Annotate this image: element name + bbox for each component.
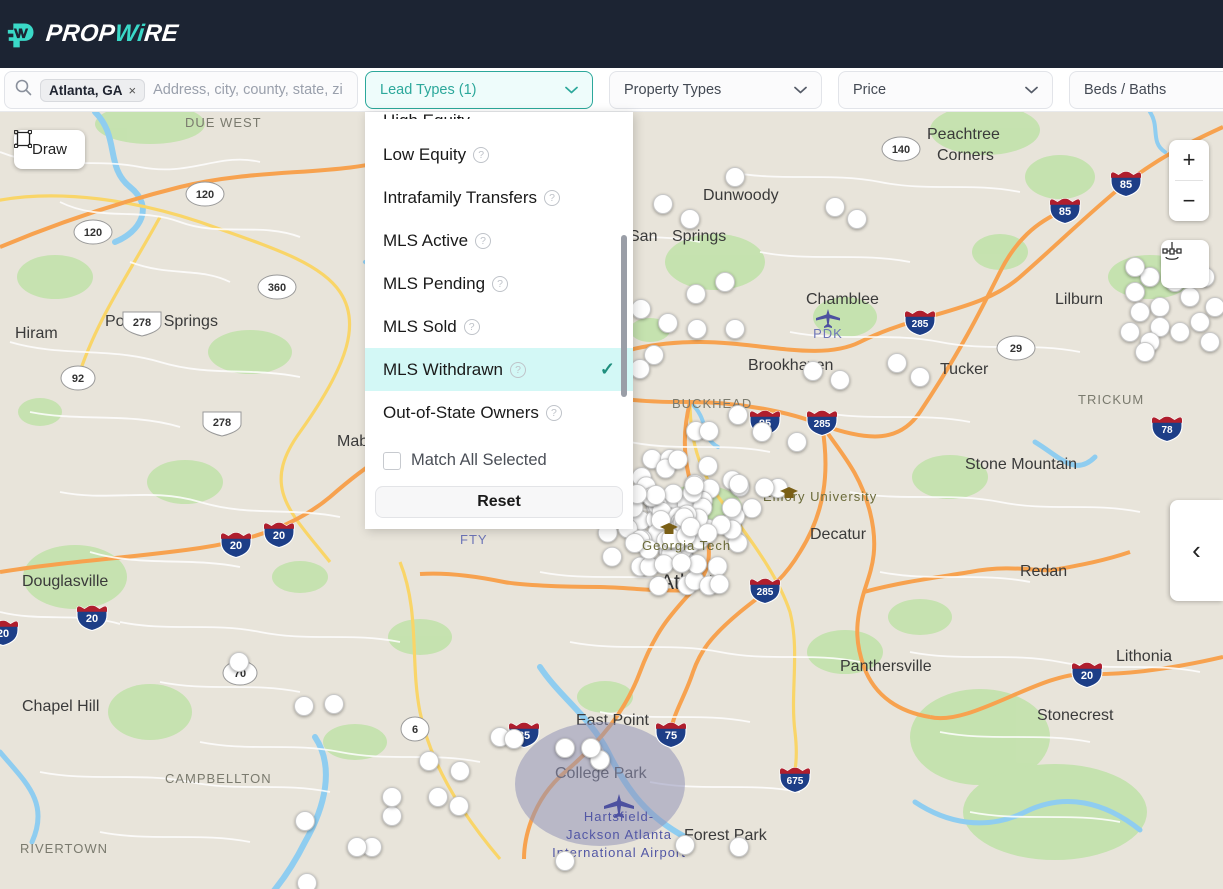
svg-text:Stone Mountain: Stone Mountain (965, 456, 1077, 473)
svg-text:FTY: FTY (460, 532, 488, 547)
svg-text:360: 360 (268, 282, 286, 294)
svg-text:Peachtree: Peachtree (927, 126, 1000, 143)
svg-text:PDK: PDK (813, 326, 843, 341)
svg-text:92: 92 (72, 373, 84, 385)
svg-text:Corners: Corners (937, 147, 994, 164)
svg-text:75: 75 (665, 730, 677, 742)
svg-text:85: 85 (1059, 206, 1071, 218)
svg-text:120: 120 (196, 189, 214, 201)
svg-text:TRICKUM: TRICKUM (1078, 392, 1144, 407)
svg-text:San: San (629, 228, 657, 245)
svg-text:Mab: Mab (337, 433, 368, 450)
svg-text:Chamblee: Chamblee (806, 291, 879, 308)
svg-text:Hiram: Hiram (15, 325, 58, 342)
svg-text:Jackson Atlanta: Jackson Atlanta (566, 827, 672, 842)
svg-text:Springs: Springs (672, 228, 726, 245)
svg-text:20: 20 (0, 628, 9, 640)
svg-text:CAMPBELLTON: CAMPBELLTON (165, 771, 272, 786)
svg-text:Dunwoody: Dunwoody (703, 187, 779, 204)
svg-text:Tucker: Tucker (940, 361, 989, 378)
svg-text:278: 278 (213, 417, 231, 429)
svg-text:20: 20 (86, 613, 98, 625)
svg-text:Forest Park: Forest Park (684, 827, 768, 844)
svg-text:Lithonia: Lithonia (1116, 648, 1172, 665)
svg-text:6: 6 (412, 724, 418, 736)
svg-text:85: 85 (1120, 179, 1132, 191)
svg-text:Georgia Tech: Georgia Tech (642, 538, 731, 553)
svg-text:20: 20 (273, 530, 285, 542)
svg-text:29: 29 (1010, 343, 1022, 355)
svg-text:Chapel Hill: Chapel Hill (22, 698, 99, 715)
svg-text:278: 278 (133, 317, 151, 329)
svg-text:285: 285 (757, 587, 774, 598)
svg-text:RIVERTOWN: RIVERTOWN (20, 841, 108, 856)
svg-text:DUE WEST: DUE WEST (185, 115, 262, 130)
svg-text:675: 675 (787, 776, 804, 787)
svg-text:Hartsfield-: Hartsfield- (584, 809, 654, 824)
svg-text:20: 20 (1081, 670, 1093, 682)
svg-text:78: 78 (1161, 425, 1173, 436)
svg-text:Stonecrest: Stonecrest (1037, 707, 1114, 724)
svg-text:Decatur: Decatur (810, 526, 867, 543)
svg-text:Lilburn: Lilburn (1055, 291, 1103, 308)
svg-text:140: 140 (892, 144, 910, 156)
svg-text:20: 20 (230, 540, 242, 552)
svg-text:120: 120 (84, 227, 102, 239)
svg-text:Douglasville: Douglasville (22, 573, 108, 590)
svg-text:Panthersville: Panthersville (840, 658, 932, 675)
svg-text:Redan: Redan (1020, 563, 1067, 580)
svg-text:285: 285 (814, 419, 831, 430)
svg-text:285: 285 (912, 319, 929, 330)
